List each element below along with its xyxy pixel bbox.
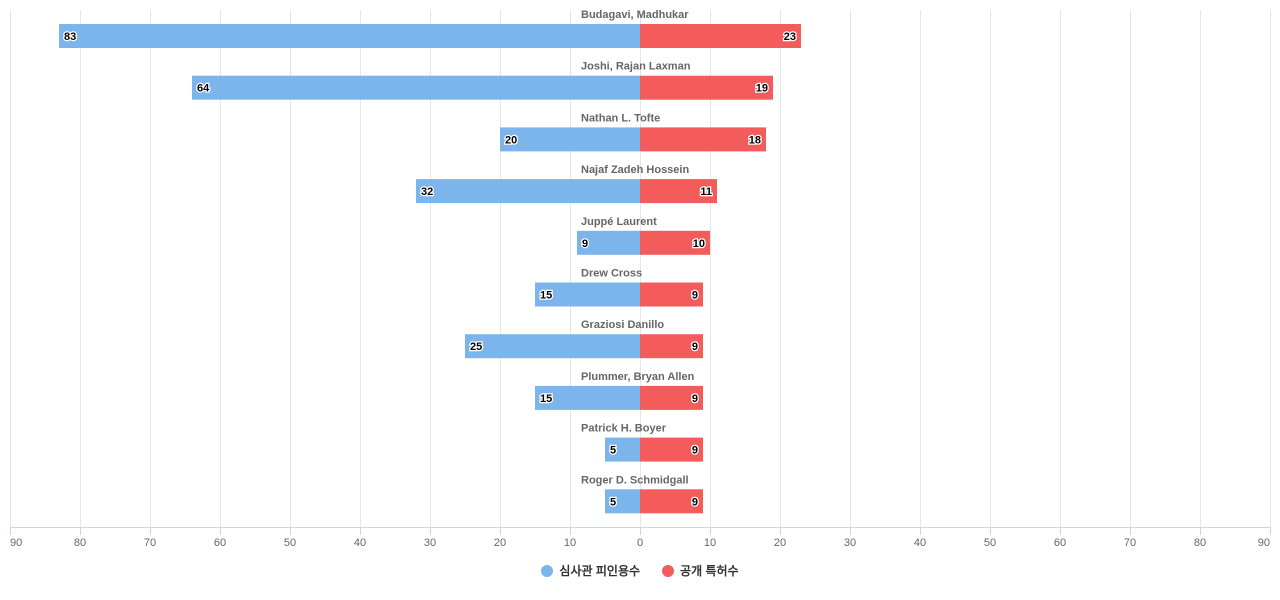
bar-examiner-citations[interactable] [59, 24, 640, 48]
bar-examiner-citations[interactable] [535, 385, 640, 410]
bar-published-patents[interactable] [640, 230, 710, 255]
bar-published-patents[interactable] [640, 437, 703, 462]
x-tick-label: 10 [704, 537, 716, 549]
data-label-examiner-citations: 25 [470, 341, 482, 353]
data-label-published-patents: 23 [784, 31, 796, 43]
x-tick-label: 70 [144, 537, 156, 549]
category-label: Juppé Laurent [581, 216, 657, 228]
x-tick-label: 40 [914, 537, 926, 549]
category-label: Graziosi Danillo [581, 319, 664, 331]
category-label: Roger D. Schmidgall [581, 474, 689, 486]
x-tick-label: 20 [494, 537, 506, 549]
bar-published-patents[interactable] [640, 385, 703, 410]
data-label-published-patents: 11 [700, 186, 712, 198]
data-label-examiner-citations: 64 [197, 83, 210, 95]
x-tick-label: 60 [214, 537, 226, 549]
bar-examiner-citations[interactable] [465, 334, 640, 359]
category-label: Joshi, Rajan Laxman [581, 61, 691, 73]
data-label-published-patents: 9 [692, 393, 698, 405]
bar-examiner-citations[interactable] [535, 282, 640, 307]
bar-published-patents[interactable] [640, 282, 703, 307]
bar-published-patents[interactable] [640, 334, 703, 359]
category-label: Plummer, Bryan Allen [581, 371, 695, 383]
x-tick-label: 30 [844, 537, 856, 549]
bar-examiner-citations[interactable] [605, 437, 640, 462]
category-label: Najaf Zadeh Hossein [581, 164, 689, 176]
legend-item-published-patents[interactable]: 공개 특허수 [662, 562, 739, 579]
data-label-published-patents: 9 [692, 290, 698, 302]
data-label-examiner-citations: 5 [610, 445, 616, 457]
bars [59, 24, 801, 514]
bar-examiner-citations[interactable] [577, 230, 640, 255]
bar-examiner-citations[interactable] [500, 127, 640, 152]
x-tick-label: 10 [564, 537, 576, 549]
legend-dot-blue [541, 564, 554, 577]
x-tick-label: 60 [1054, 537, 1066, 549]
data-label-published-patents: 10 [693, 238, 705, 250]
x-axis: 90 80 70 60 50 40 30 20 10 0 10 20 30 40 50 60 70 80 90 [10, 527, 1271, 549]
diverging-bar-chart: Budagavi, Madhukar 83 23 Joshi, Rajan Laxma… [10, 9, 1271, 549]
x-tick-label: 0 [637, 537, 643, 549]
category-label: Drew Cross [581, 268, 642, 280]
data-label-examiner-citations: 15 [540, 393, 552, 405]
bar-examiner-citations[interactable] [605, 489, 640, 514]
x-tick-label: 50 [984, 537, 996, 549]
data-label-published-patents: 9 [692, 496, 698, 508]
category-label: Budagavi, Madhukar [581, 9, 689, 21]
x-tick-label: 50 [284, 537, 296, 549]
legend-item-examiner-citations[interactable]: 심사관 피인용수 [541, 562, 640, 579]
data-label-examiner-citations: 32 [421, 186, 433, 198]
data-label-published-patents: 9 [692, 341, 698, 353]
legend-dot-red [662, 564, 675, 577]
category-label: Patrick H. Boyer [581, 423, 667, 435]
data-label-examiner-citations: 9 [582, 238, 588, 250]
category-label: Nathan L. Tofte [581, 112, 660, 124]
x-tick-label: 90 [10, 537, 22, 549]
bar-published-patents[interactable] [640, 179, 717, 204]
data-label-examiner-citations: 5 [610, 496, 616, 508]
data-label-examiner-citations: 15 [540, 290, 552, 302]
bar-published-patents[interactable] [640, 489, 703, 514]
data-label-examiner-citations: 20 [505, 134, 517, 146]
x-tick-label: 80 [74, 537, 86, 549]
bar-published-patents[interactable] [640, 75, 773, 100]
bar-published-patents[interactable] [640, 24, 801, 48]
x-tick-label: 70 [1124, 537, 1136, 549]
x-tick-label: 80 [1194, 537, 1206, 549]
x-tick-label: 90 [1258, 537, 1270, 549]
legend-label: 심사관 피인용수 [559, 564, 641, 578]
labels: Budagavi, Madhukar 83 23 Joshi, Rajan Laxma… [63, 9, 798, 510]
x-tick-label: 20 [774, 537, 786, 549]
legend-label: 공개 특허수 [680, 564, 739, 578]
data-label-examiner-citations: 83 [64, 31, 76, 43]
x-tick-label: 40 [354, 537, 366, 549]
x-tick-label: 30 [424, 537, 436, 549]
data-label-published-patents: 19 [756, 83, 768, 95]
data-label-published-patents: 18 [749, 134, 761, 146]
bar-examiner-citations[interactable] [192, 75, 640, 100]
bar-examiner-citations[interactable] [416, 179, 640, 204]
legend: 심사관 피인용수 공개 특허수 [0, 562, 1280, 579]
bar-published-patents[interactable] [640, 127, 766, 152]
data-label-published-patents: 9 [692, 445, 698, 457]
